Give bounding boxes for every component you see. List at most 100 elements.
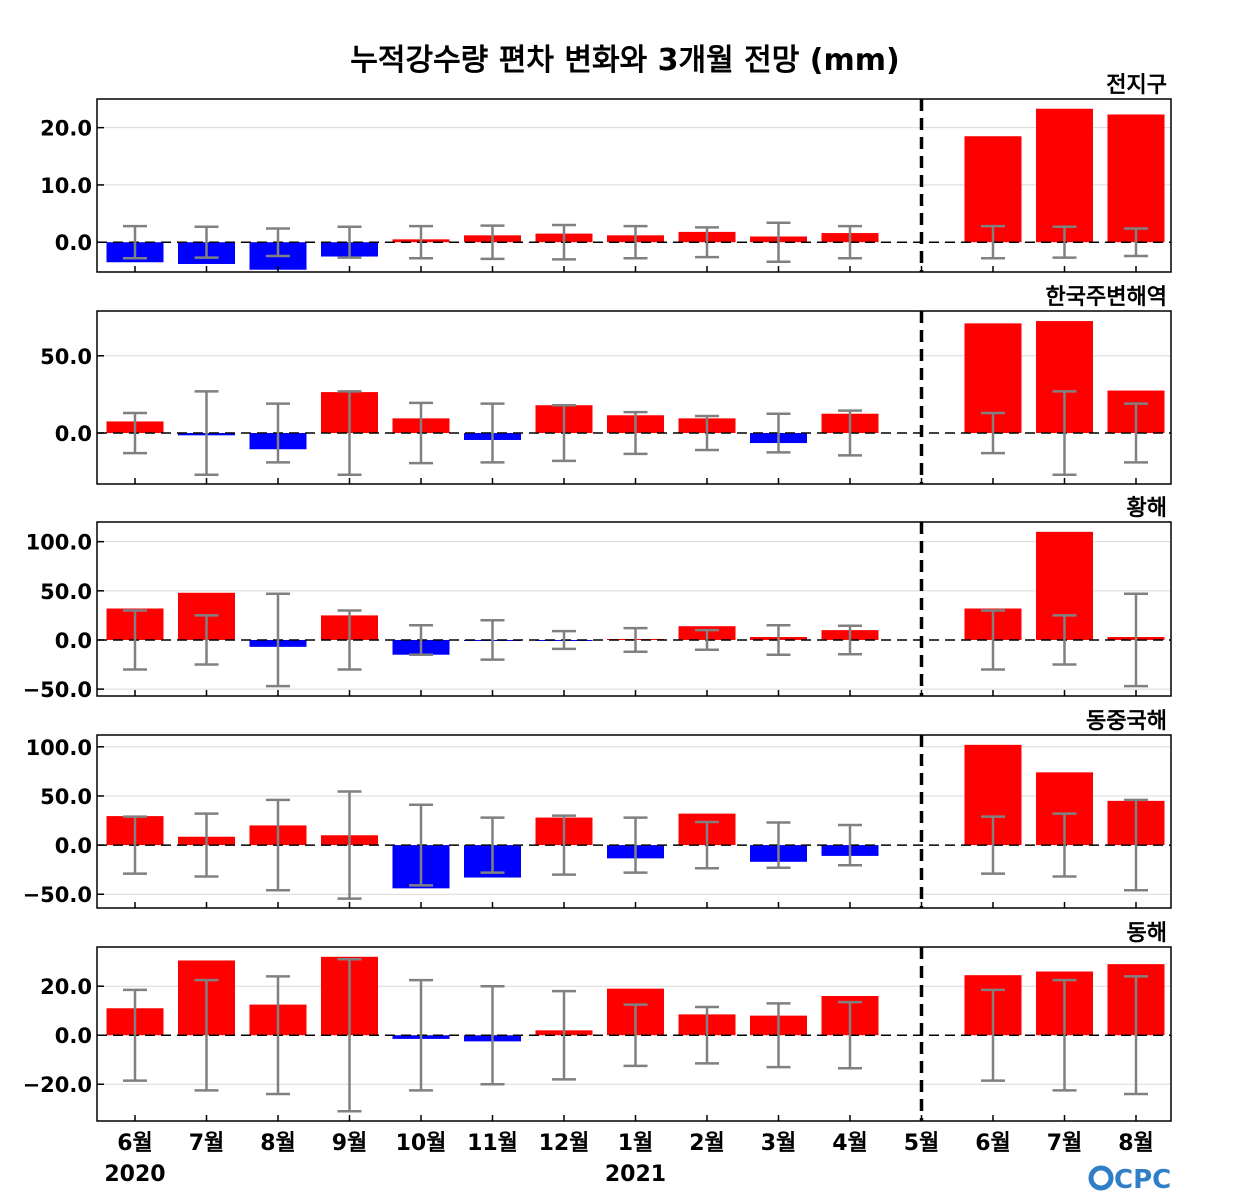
logo-circle-mark <box>1088 1165 1114 1191</box>
error-bar <box>766 1002 791 1069</box>
y-tick-label: 0.0 <box>55 834 92 858</box>
x-tick-label: 10월 <box>396 1131 447 1156</box>
error-bar <box>194 614 219 666</box>
error-bar <box>480 402 505 464</box>
y-tick-label: 100.0 <box>26 736 92 760</box>
y-tick-label: 20.0 <box>40 975 92 999</box>
error-bar <box>623 224 648 260</box>
error-bar <box>123 815 147 875</box>
panel-frame <box>96 734 1172 909</box>
bar <box>964 136 1022 243</box>
x-tick-label: 8월 <box>1118 1131 1154 1156</box>
panel-title: 동해 <box>1127 921 1167 946</box>
cpc-logo: CPC <box>1088 1165 1171 1195</box>
y-tick-label: 10.0 <box>40 174 92 198</box>
error-bar <box>838 823 862 867</box>
error-bar <box>194 978 219 1092</box>
bar <box>1107 114 1165 243</box>
y-tick-label: 0.0 <box>55 1024 92 1048</box>
error-bar <box>266 592 290 688</box>
error-bar <box>123 609 147 671</box>
error-bar <box>981 609 1005 671</box>
x-tick-label: 3월 <box>761 1131 797 1156</box>
error-bar <box>194 390 219 476</box>
y-tick-label: 100.0 <box>26 531 92 555</box>
panel-title: 전지구 <box>1106 73 1167 98</box>
x-tick-label: 5월 <box>904 1131 940 1156</box>
error-bar <box>409 623 433 656</box>
error-bar <box>552 403 576 463</box>
error-bar <box>766 623 791 656</box>
error-bar <box>623 626 648 654</box>
chart-panel: −50.0 0.0 50.0 100.0 동중국해 <box>23 709 1172 909</box>
chart-panels: 0.0 10.0 20.0 전지구 0.0 50.0 한국주변해역 −50.0 0.0 50.0 1… <box>23 73 1172 1122</box>
x-tick-label: 11월 <box>467 1131 518 1156</box>
error-bar <box>409 803 433 887</box>
y-tick-label: −50.0 <box>23 883 92 907</box>
error-bar <box>337 390 362 476</box>
figure-title: 누적강수량 편차 변화와 3개월 전망 (mm) <box>350 43 899 78</box>
error-bar <box>409 978 433 1092</box>
panel-title: 한국주변해역 <box>1046 285 1167 310</box>
year-label: 2021 <box>605 1162 666 1187</box>
error-bar <box>766 412 791 454</box>
error-bar <box>838 409 862 457</box>
error-bar <box>194 812 219 878</box>
x-tick-label: 9월 <box>332 1131 368 1156</box>
error-bar <box>1124 227 1148 258</box>
x-tick-label: 6월 <box>117 1131 153 1156</box>
error-bar <box>838 624 862 656</box>
y-tick-label: −50.0 <box>23 678 92 702</box>
error-bar <box>337 958 362 1113</box>
error-bar <box>337 225 362 259</box>
error-bar <box>337 609 362 671</box>
error-bar <box>695 628 719 652</box>
error-bar <box>337 790 362 900</box>
error-bar <box>981 411 1005 455</box>
x-tick-label: 1월 <box>618 1131 654 1156</box>
error-bar <box>1052 390 1077 476</box>
y-tick-label: 50.0 <box>40 580 92 604</box>
y-tick-label: 0.0 <box>55 231 92 255</box>
error-bar <box>695 1005 719 1065</box>
error-bar <box>981 224 1005 260</box>
error-bar <box>623 410 648 456</box>
x-tick-label: 6월 <box>975 1131 1011 1156</box>
x-tick-label: 7월 <box>1047 1131 1083 1156</box>
x-tick-label: 12월 <box>539 1131 590 1156</box>
error-bar <box>623 1003 648 1068</box>
error-bar <box>409 224 433 260</box>
error-bar <box>695 820 719 870</box>
error-bar <box>838 224 862 260</box>
error-bar <box>766 221 791 263</box>
error-bar <box>552 814 576 876</box>
bar <box>1036 108 1093 243</box>
error-bar <box>1124 592 1148 688</box>
error-bar <box>266 975 290 1096</box>
error-bar <box>1052 225 1077 259</box>
error-bar <box>1052 812 1077 878</box>
y-tick-label: −20.0 <box>23 1073 92 1097</box>
error-bar <box>266 798 290 892</box>
y-tick-label: 0.0 <box>55 422 92 446</box>
error-bar <box>480 816 505 874</box>
error-bar <box>981 815 1005 875</box>
error-bar <box>623 816 648 874</box>
panel-frame <box>96 310 1172 485</box>
x-tick-label: 4월 <box>832 1131 868 1156</box>
error-bar <box>695 414 719 452</box>
panel-frame <box>96 946 1172 1122</box>
error-bar <box>123 411 147 455</box>
error-bar <box>552 223 576 261</box>
panel-frame <box>96 521 1172 697</box>
error-bar <box>552 629 576 651</box>
y-tick-label: 20.0 <box>40 117 92 141</box>
error-bar <box>123 988 147 1082</box>
error-bar <box>1052 614 1077 666</box>
error-bar <box>1124 402 1148 464</box>
error-bar <box>480 984 505 1086</box>
y-tick-label: 50.0 <box>40 345 92 369</box>
logo-text: CPC <box>1114 1165 1171 1195</box>
error-bar <box>480 619 505 661</box>
error-bar <box>194 225 219 259</box>
